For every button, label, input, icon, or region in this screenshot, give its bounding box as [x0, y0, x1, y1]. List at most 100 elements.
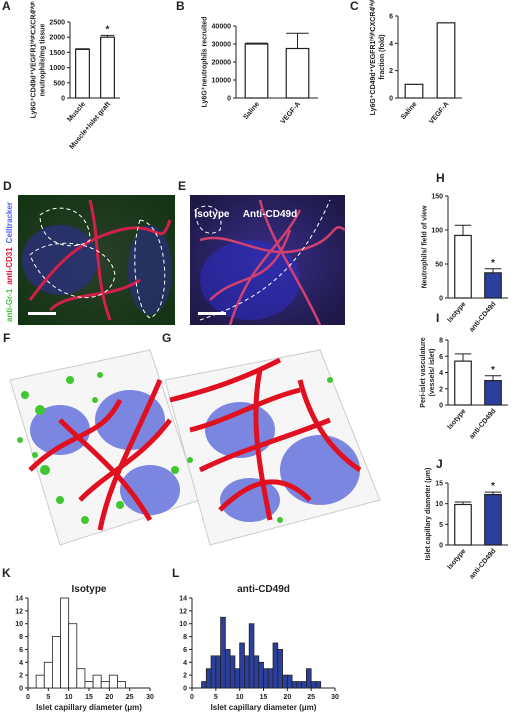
y-tick-label: 0 — [61, 96, 65, 103]
x-tick-label: 25 — [126, 694, 134, 701]
panel-letter: L — [172, 566, 179, 580]
image-label: Isotype — [194, 209, 229, 220]
y-axis-label: Islet capillary diameter (μm) — [425, 468, 432, 561]
chart-title: Isotype — [71, 584, 106, 595]
y-axis-label: (vessels/ islet) — [429, 349, 436, 397]
y-tick-label: 4 — [183, 660, 187, 667]
histogram-bar — [234, 668, 241, 689]
histogram-bar — [248, 623, 255, 689]
bar — [454, 360, 472, 406]
histogram-bar — [315, 681, 322, 689]
x-tick-label: Isotype — [446, 548, 467, 571]
histogram-bar — [224, 649, 231, 689]
y-tick-label: 0 — [183, 686, 187, 693]
x-axis-label: Islet capillary diameter (μm) — [36, 703, 142, 712]
x-tick-label: 0 — [26, 694, 30, 701]
y-tick-label: 6 — [19, 647, 23, 654]
stain-label: anti-Gr-1 — [5, 288, 14, 322]
y-axis-label: Neutrophils/ field of view — [421, 205, 428, 288]
y-tick-label: 12 — [15, 608, 23, 615]
y-axis-label: Ly6G⁺neutrophils recruited — [202, 17, 209, 108]
y-tick-label: 150 — [431, 194, 443, 201]
x-tick-label: Muscle — [66, 101, 87, 124]
significance: * — [106, 24, 110, 35]
histogram-bar — [76, 668, 86, 689]
y-tick-label: 10 — [435, 501, 443, 508]
y-tick-label: 4 — [19, 660, 23, 667]
histogram-bar — [267, 668, 274, 689]
y-tick-label: 2 — [183, 673, 187, 680]
micrograph-d — [18, 195, 175, 325]
panel-letter: J — [436, 457, 443, 471]
y-tick-label: 2 — [389, 68, 393, 75]
y-tick-label: 500 — [53, 80, 65, 87]
x-tick-label: anti-CD49d — [468, 301, 497, 334]
significance: * — [491, 365, 495, 376]
x-tick-label: 30 — [331, 694, 339, 701]
x-tick-label: Isotype — [446, 408, 467, 431]
bar — [75, 48, 90, 99]
histogram-bar — [277, 649, 283, 689]
significance: * — [491, 258, 495, 269]
x-tick-label: 5 — [46, 694, 50, 701]
panel-letter: I — [436, 311, 439, 325]
y-tick-label: 0 — [389, 96, 393, 103]
x-tick-label: 0 — [190, 694, 194, 701]
y-tick-label: 50 — [435, 262, 443, 269]
histogram-bar — [253, 655, 260, 689]
y-axis-label: Ly6G⁺CD49d⁺VEGFR1ʰⁱᵍʰCXCR4ʰⁱᵍʰ — [28, 1, 37, 118]
y-tick-label: 0 — [439, 543, 443, 550]
bar — [285, 47, 310, 99]
y-tick-label: 2 — [439, 386, 443, 393]
histogram-bar — [210, 655, 217, 689]
y-tick-label: 2000 — [49, 35, 65, 42]
histogram-bar — [43, 661, 53, 689]
histogram-bar — [258, 661, 264, 689]
histogram-bar — [68, 623, 78, 689]
histogram-bar — [84, 681, 94, 689]
y-axis-label: neutrophils/mg tissue — [39, 24, 46, 97]
bar — [454, 234, 472, 299]
x-axis-label: Islet capillary diameter (μm) — [211, 703, 317, 712]
bar — [244, 43, 269, 99]
stain-label: anti-CD31 — [5, 247, 14, 285]
histogram-bar — [282, 674, 288, 689]
histogram-bar — [205, 668, 212, 689]
y-tick-label: 14 — [179, 596, 187, 603]
x-tick-label: Saline — [400, 101, 419, 121]
x-tick-label: anti-CD49d — [468, 548, 497, 581]
y-tick-label: 8 — [183, 634, 187, 641]
y-tick-label: 10 — [15, 621, 23, 628]
micrograph-e — [190, 195, 346, 326]
histogram-bar — [117, 681, 127, 689]
histogram-bar — [286, 674, 293, 689]
panel-letter: A — [2, 0, 11, 13]
histogram-bar — [215, 655, 221, 689]
y-axis-label: fraction (fold) — [379, 34, 386, 79]
y-tick-label: 8 — [19, 634, 23, 641]
y-tick-label: 6 — [389, 14, 393, 21]
histogram-bar — [229, 655, 236, 689]
panel-letter: H — [436, 171, 445, 185]
y-tick-label: 8 — [439, 338, 443, 345]
bar — [454, 503, 472, 546]
histogram-bar — [201, 681, 207, 689]
histogram-bar — [291, 681, 298, 689]
image-label: Anti-CD49d — [243, 209, 297, 220]
histogram-bar — [92, 674, 102, 689]
x-tick-label: anti-CD49d — [468, 408, 497, 441]
y-tick-label: 100 — [431, 228, 443, 235]
chart-title: anti-CD49d — [237, 584, 290, 595]
bar — [100, 36, 115, 99]
x-tick-label: 20 — [105, 694, 113, 701]
histogram-bar — [100, 681, 110, 689]
panel-letter: G — [162, 331, 171, 345]
y-tick-label: 4 — [439, 370, 443, 377]
panel-letter: K — [2, 566, 11, 580]
x-tick-label: Saline — [242, 101, 261, 121]
x-tick-label: VEGF-A — [428, 101, 450, 126]
y-tick-label: 6 — [183, 647, 187, 654]
histogram-bar — [52, 636, 61, 689]
panel-letter: D — [3, 179, 12, 193]
